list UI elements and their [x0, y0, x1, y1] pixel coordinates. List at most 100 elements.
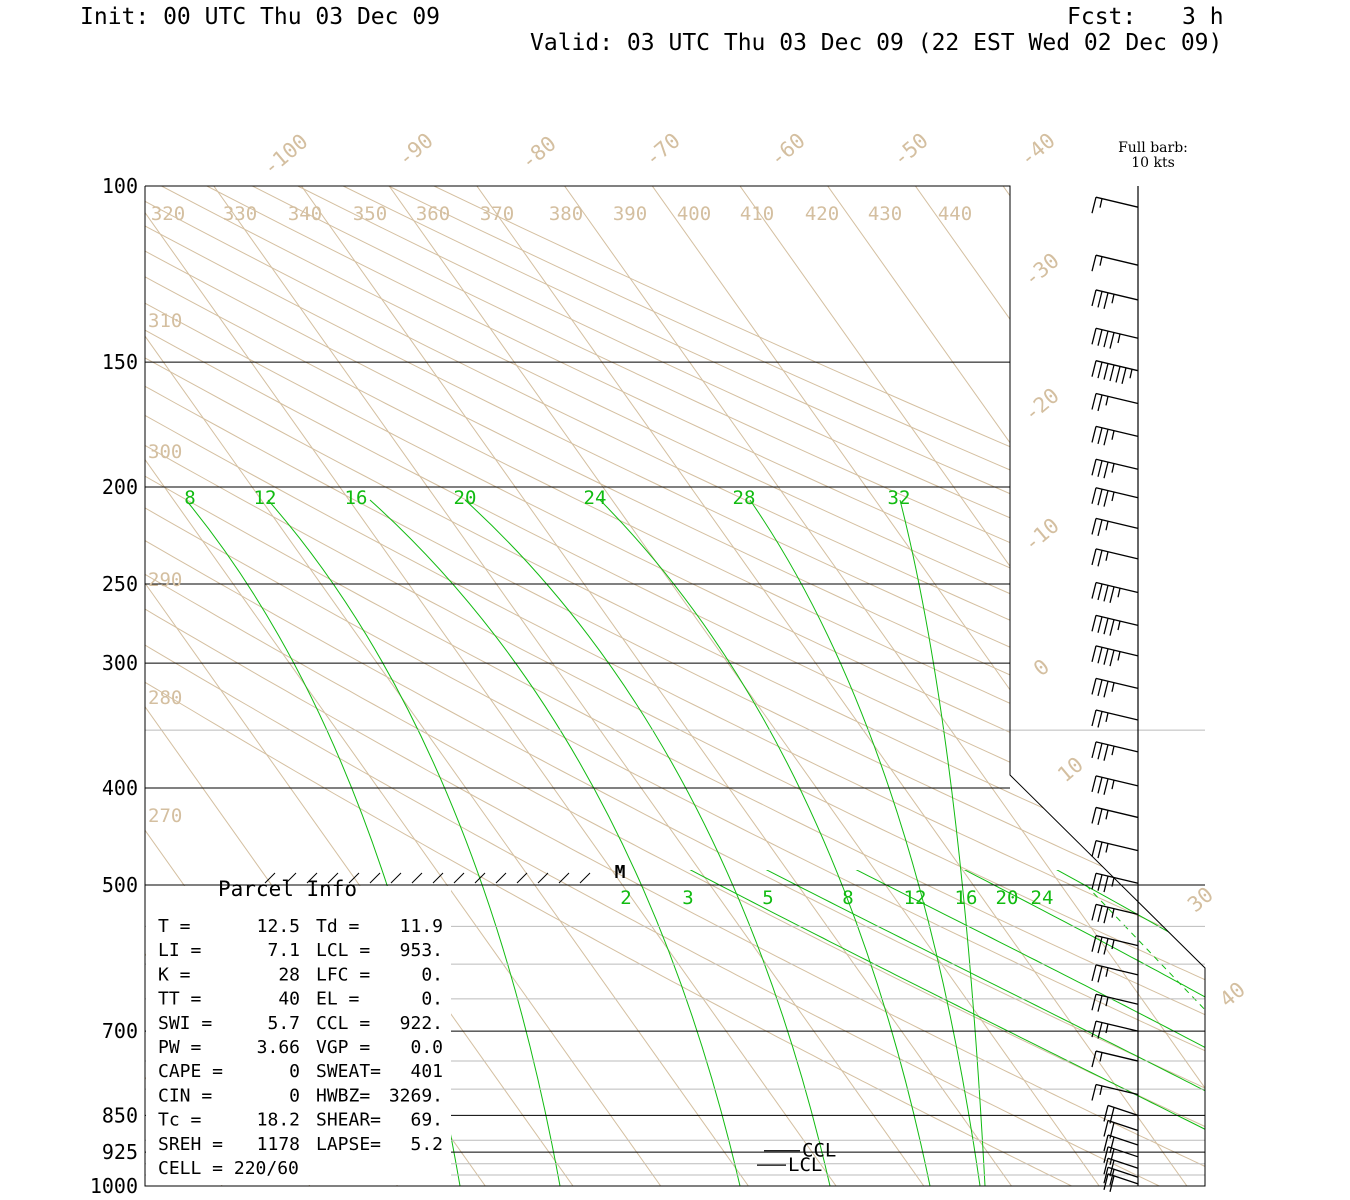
wind-barb: [1103, 1134, 1139, 1154]
moist-adiabat: [450, 870, 1205, 1186]
parcel-param-value: 401: [410, 1061, 443, 1082]
parcel-param-value: 0: [289, 1085, 300, 1106]
barb-flag: [1097, 329, 1103, 346]
barb-half-flag: [1105, 521, 1109, 531]
parcel-param-name: LCL =: [316, 940, 370, 961]
barb-flag: [1097, 966, 1103, 983]
parcel-param-value: 0: [289, 1061, 300, 1082]
barb-staff: [1095, 935, 1139, 947]
barb-flag: [1091, 393, 1097, 410]
parcel-param-value: 28: [278, 964, 300, 985]
mixing-ratio-label: 24: [1031, 887, 1054, 909]
barb-staff: [1107, 1134, 1139, 1146]
barb-half-flag: [1117, 651, 1121, 661]
barb-flag: [1103, 618, 1109, 635]
pressure-label-400: 400: [102, 776, 138, 800]
barb-flag: [1091, 904, 1097, 921]
barb-half-flag: [1099, 1085, 1103, 1096]
parcel-param-value: 11.9: [400, 916, 443, 937]
parcel-param-value: 18.2: [257, 1110, 300, 1131]
barb-flag: [1097, 905, 1103, 922]
barb-staff: [1095, 425, 1139, 438]
isotherm-line: [960, 186, 1205, 1186]
wind-barb: [1091, 425, 1139, 446]
barb-flag: [1103, 1105, 1109, 1122]
parcel-param-name: EL =: [316, 989, 360, 1010]
theta-label: 400: [677, 203, 711, 225]
pressure-label-850: 850: [102, 1103, 138, 1127]
barb-flag: [1103, 875, 1109, 893]
barb-half-flag: [1105, 967, 1109, 977]
theta-label: 370: [480, 203, 514, 225]
parcel-param-name: SWI =: [158, 1013, 212, 1034]
hatch-mark: [285, 872, 297, 884]
moist-adiabat: [450, 870, 1205, 1186]
barb-flag: [1091, 197, 1097, 214]
parcel-param-value: 922.: [400, 1013, 443, 1034]
saturation-curve: [369, 499, 741, 1186]
parcel-param-name: LAPSE=: [316, 1134, 381, 1155]
barb-half-flag: [1111, 877, 1115, 887]
forecast-label: Fcst:: [1067, 4, 1137, 30]
wind-barb: [1091, 327, 1139, 349]
barb-flag: [1103, 681, 1109, 698]
mixing-ratio-line: [1241, 885, 1350, 1186]
barb-flag: [1091, 360, 1097, 377]
theta-label: 310: [148, 310, 182, 332]
barb-staff: [1107, 1166, 1139, 1178]
hatch-mark: [264, 872, 276, 884]
barb-flag: [1097, 394, 1103, 412]
isotherm-line: [872, 186, 1205, 1186]
theta-label: 360: [416, 203, 450, 225]
barb-flag: [1109, 1169, 1115, 1186]
barb-half-flag: [1105, 810, 1109, 820]
hatch-mark: [432, 872, 444, 884]
isotherm-label: -50: [888, 128, 932, 171]
hatch-mark: [411, 872, 423, 884]
wind-barb: [1091, 993, 1139, 1012]
barb-legend-line2: 10 kts: [1131, 155, 1175, 171]
parcel-param-name: VGP =: [316, 1037, 370, 1058]
hatch-mark: [369, 872, 381, 884]
hatch-mark: [390, 872, 402, 884]
parcel-param-value: 0.: [421, 964, 443, 985]
wind-barb: [1091, 614, 1139, 636]
barb-flag: [1115, 366, 1121, 383]
parcel-param-name: T =: [158, 916, 191, 937]
wind-barb: [1091, 487, 1139, 507]
wind-barb: [1091, 1020, 1139, 1039]
ccl-label: CCL: [802, 1140, 836, 1162]
barb-staff: [1095, 840, 1139, 852]
isotherm-label: -40: [1015, 128, 1059, 171]
barb-half-flag: [1111, 430, 1115, 440]
theta-label: 430: [868, 203, 902, 225]
theta-label: 330: [223, 203, 257, 225]
barb-flag: [1103, 330, 1109, 348]
barb-half-flag: [1111, 780, 1115, 790]
parcel-param-value: 0.: [421, 989, 443, 1010]
mixing-ratio-label: 32: [888, 487, 911, 509]
theta-label: 290: [148, 569, 182, 591]
barb-flag: [1091, 255, 1097, 272]
barb-flag: [1097, 427, 1103, 445]
theta-label: 320: [151, 203, 185, 225]
theta-label: 420: [805, 203, 839, 225]
barb-flag: [1091, 1020, 1097, 1038]
wind-barb: [1091, 775, 1139, 795]
barb-staff: [1095, 741, 1139, 753]
isotherm-label: -80: [516, 131, 560, 174]
barb-flag: [1097, 489, 1103, 506]
pressure-label-100: 100: [102, 174, 138, 198]
barb-flag: [1097, 519, 1103, 537]
barb-flag: [1097, 361, 1103, 379]
parcel-param-name: K =: [158, 964, 191, 985]
isotherm-line: [521, 186, 1205, 1186]
wind-barb: [1091, 196, 1139, 214]
wind-barb: [1091, 254, 1139, 272]
barb-flag: [1103, 1173, 1109, 1190]
isotherm-label: 40: [1215, 977, 1250, 1012]
barb-staff: [1095, 360, 1139, 372]
barb-staff: [1095, 775, 1139, 787]
barb-flag: [1103, 648, 1109, 665]
